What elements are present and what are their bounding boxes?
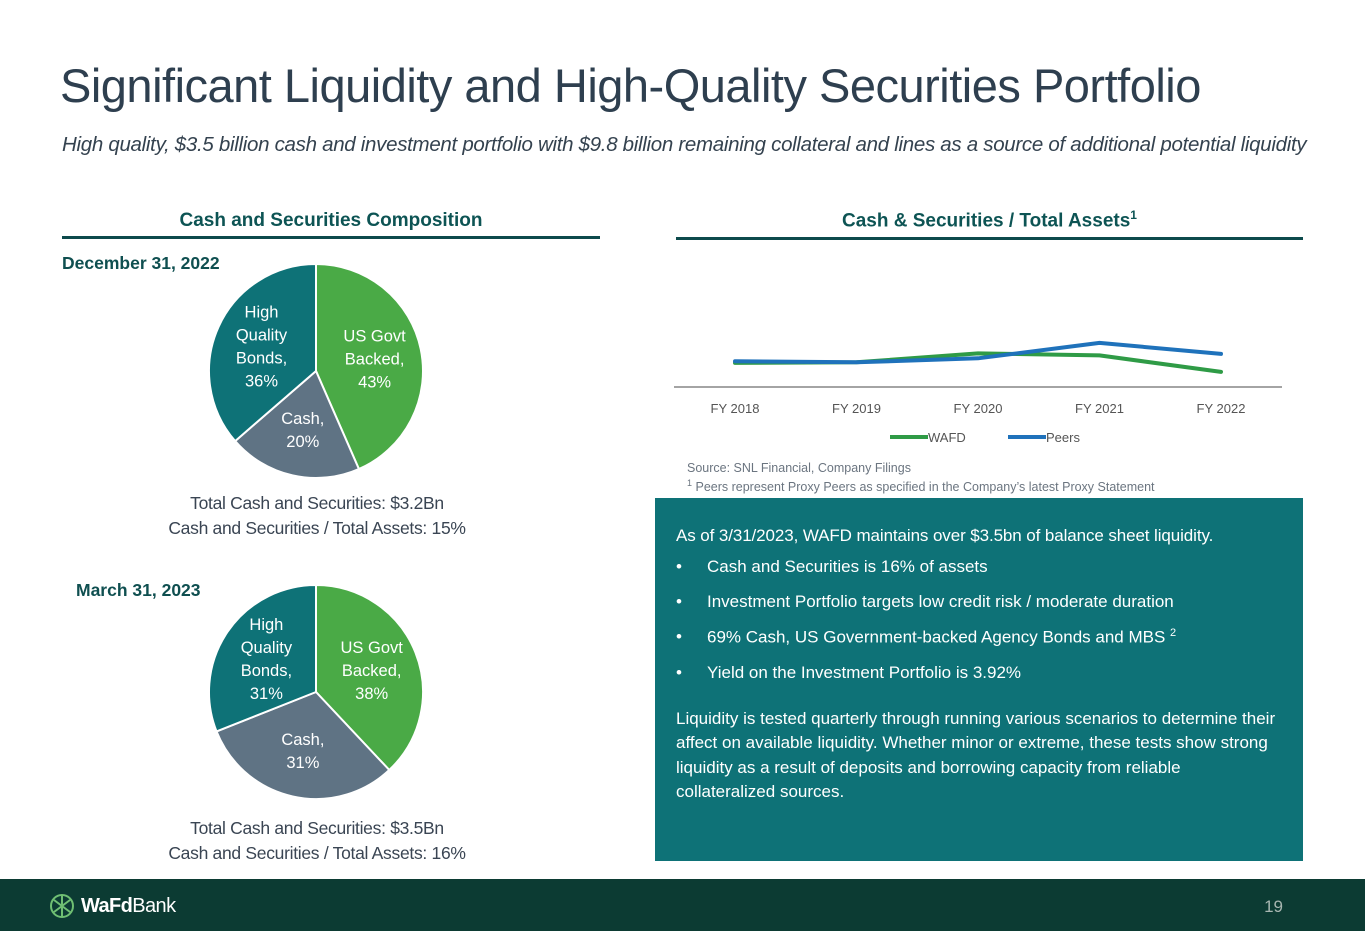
pie2-slice-label-2: High Quality Bonds, 31%	[241, 616, 293, 703]
logo-wordmark: WaFdBank	[81, 894, 176, 918]
logo-rest: Bank	[132, 894, 176, 917]
liquidity-summary-panel: As of 3/31/2023, WAFD maintains over $3.…	[655, 498, 1303, 861]
pie2-slice-1	[215, 690, 391, 800]
footnote-line: 1 Peers represent Proxy Peers as specifi…	[687, 476, 1155, 495]
composition-header: Cash and Securities Composition	[62, 210, 600, 232]
pie1-slice-label-2: High Quality Bonds, 36%	[236, 304, 288, 391]
footer-bar: WaFdBank 19	[0, 879, 1365, 931]
source-note: Source: SNL Financial, Company Filings 1…	[687, 461, 1155, 495]
panel-bullet: Investment Portfolio targets low credit …	[676, 592, 1283, 612]
pie1-slice-1	[233, 369, 361, 479]
series-line-peers	[733, 340, 1223, 365]
composition-header-text: Cash and Securities Composition	[179, 210, 483, 231]
panel-bullet: Yield on the Investment Portfolio is 3.9…	[676, 663, 1283, 683]
pie2-slice-2	[208, 583, 317, 733]
panel-bullet-list: Cash and Securities is 16% of assets Inv…	[676, 557, 1283, 683]
legend-label-peers: Peers	[1046, 430, 1080, 445]
panel-lead: As of 3/31/2023, WAFD maintains over $3.…	[676, 526, 1214, 545]
x-tick-label: FY 2022	[1197, 401, 1246, 416]
x-tick-label: FY 2018	[711, 401, 760, 416]
pie2-totals: Total Cash and Securities: $3.5Bn Cash a…	[87, 816, 547, 866]
page-subtitle: High quality, $3.5 billion cash and inve…	[62, 133, 1307, 156]
source-line: Source: SNL Financial, Company Filings	[687, 461, 911, 475]
pie2-total-line: Total Cash and Securities: $3.5Bn	[190, 818, 444, 838]
ratio-header-rule	[676, 237, 1303, 240]
ratio-header-footnote: 1	[1130, 208, 1137, 222]
pie1-total-line: Total Cash and Securities: $3.2Bn	[190, 493, 444, 513]
line-chart-cash-to-assets: FY 2018 FY 2019 FY 2020 FY 2021 FY 2022 WAFD P…	[674, 340, 1282, 445]
panel-bullet-footnote: 2	[1170, 627, 1177, 639]
pie2-ratio-line: Cash and Securities / Total Assets: 16%	[168, 843, 466, 863]
page-number: 19	[1264, 897, 1283, 916]
legend-label-wafd: WAFD	[928, 430, 966, 445]
wafd-knot-icon	[50, 894, 74, 918]
ratio-header-text: Cash & Securities / Total Assets	[842, 210, 1131, 232]
pie2-slice-label-0: US Govt Backed, 38%	[341, 639, 404, 703]
panel-bullet: 69% Cash, US Government-backed Agency Bo…	[676, 627, 1283, 648]
x-tick-label: FY 2019	[832, 401, 881, 416]
panel-paragraph: Liquidity is tested quarterly through ru…	[676, 708, 1276, 802]
footnote-marker: 1	[687, 478, 693, 488]
pie-chart-mar-2023: US Govt Backed, 38% Cash, 31% High Quality Bond…	[208, 583, 424, 800]
panel-bullet-text: 69% Cash, US Government-backed Agency Bo…	[707, 627, 1166, 647]
pie1-ratio-line: Cash and Securities / Total Assets: 15%	[168, 518, 466, 538]
logo-bold: WaFd	[81, 894, 133, 917]
pie1-slice-0	[315, 262, 424, 471]
pie2-slice-0	[315, 583, 424, 772]
wafd-logo: WaFdBank	[47, 891, 176, 921]
pie1-date-label: December 31, 2022	[62, 253, 220, 273]
pie1-slice-label-0: US Govt Backed, 43%	[343, 328, 406, 392]
footnote-text: Peers represent Proxy Peers as specified…	[692, 480, 1155, 495]
page-title: Significant Liquidity and High-Quality S…	[60, 59, 1201, 112]
pie1-slice-label-1: Cash, 20%	[281, 410, 324, 451]
pie1-totals: Total Cash and Securities: $3.2Bn Cash a…	[87, 491, 547, 541]
x-tick-label: FY 2021	[1075, 401, 1124, 416]
panel-bullet-text: Yield on the Investment Portfolio is 3.9…	[707, 662, 1022, 682]
composition-header-rule	[62, 236, 600, 239]
x-tick-label: FY 2020	[954, 401, 1003, 416]
panel-bullet: Cash and Securities is 16% of assets	[676, 557, 1283, 577]
pie2-date-label: March 31, 2023	[76, 580, 201, 600]
pie-chart-dec-2022: US Govt Backed, 43% Cash, 20% High Quality Bond…	[207, 262, 424, 479]
panel-bullet-text: Cash and Securities is 16% of assets	[707, 557, 988, 576]
pie2-slice-label-1: Cash, 31%	[281, 731, 324, 772]
ratio-header: Cash & Securities / Total Assets1	[676, 208, 1303, 232]
pie1-slice-2	[207, 262, 317, 443]
panel-bullet-text: Investment Portfolio targets low credit …	[707, 592, 1174, 611]
